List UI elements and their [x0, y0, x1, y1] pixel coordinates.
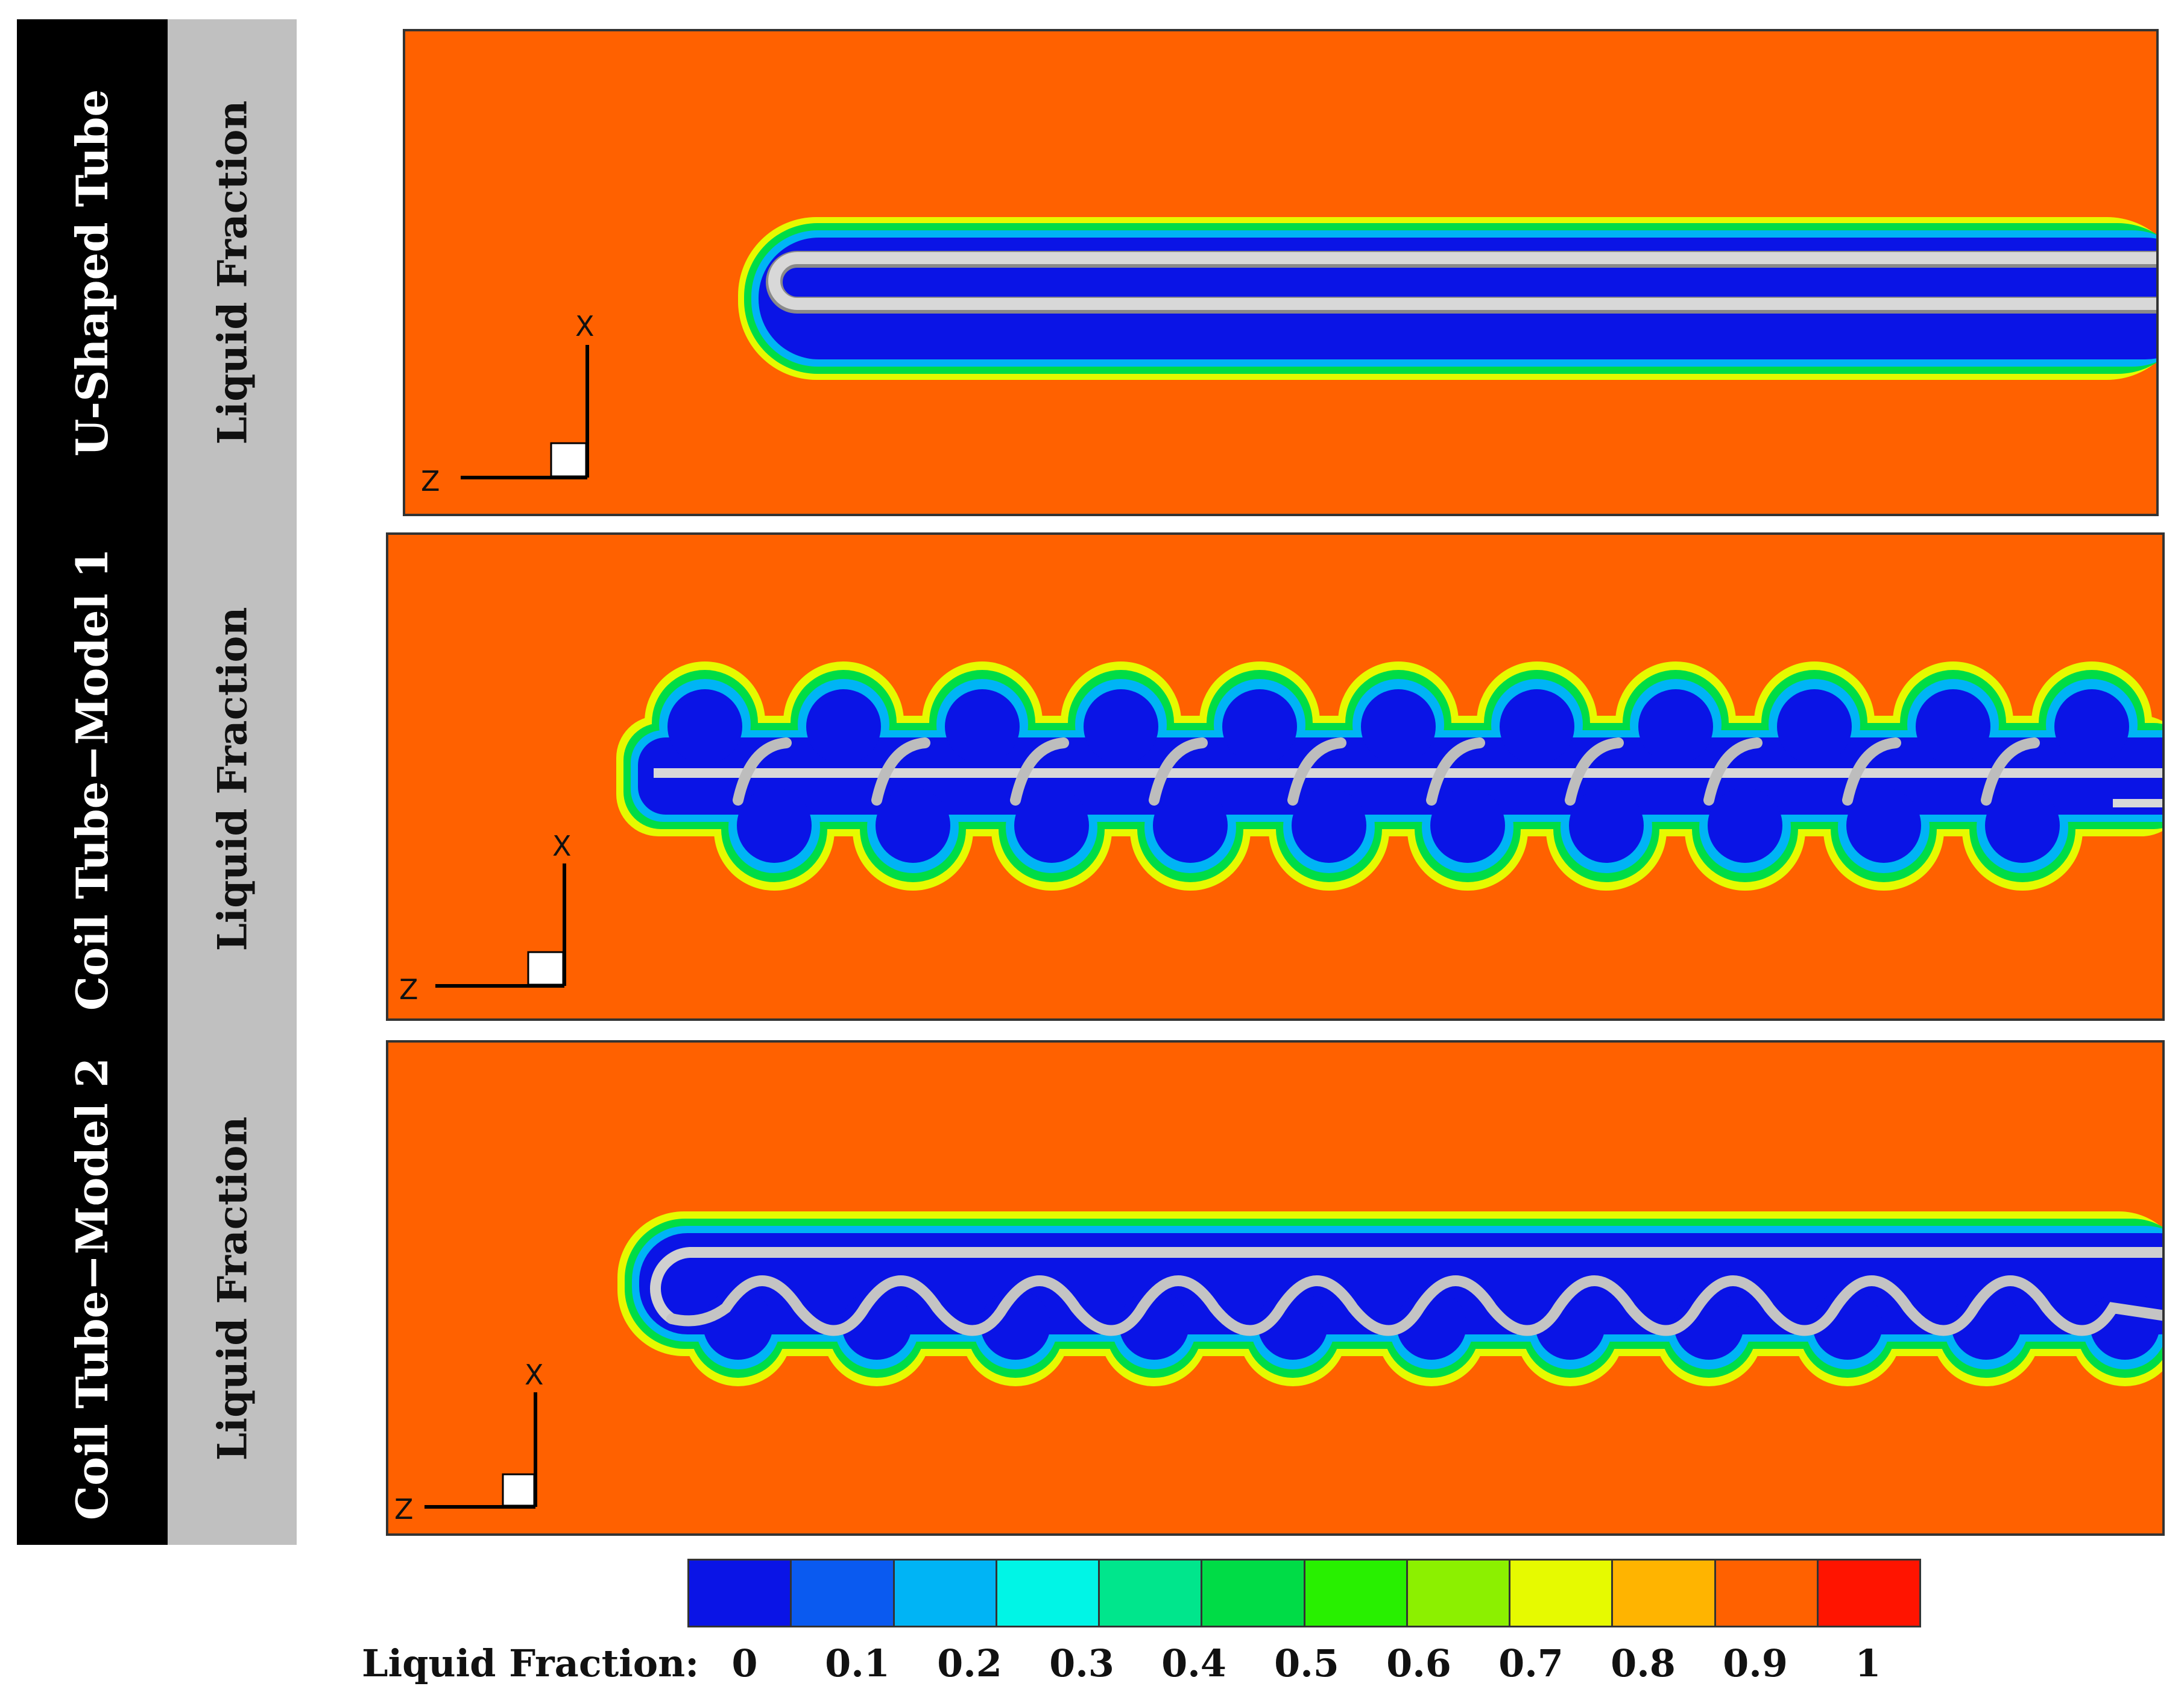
- colorbar-swatch: [689, 1561, 792, 1626]
- colorbar-swatch: [894, 1561, 997, 1626]
- contour-panel-u-shaped: X Z: [403, 29, 2159, 516]
- row-label-coil-model-1: Coil Tube−Model 1: [17, 526, 168, 1032]
- colorbar-swatch: [1613, 1561, 1716, 1626]
- property-text: Liquid Fraction: [209, 607, 256, 952]
- row-label-coil-model-2: Coil Tube−Model 2: [17, 1032, 168, 1545]
- axis-triad: X Z: [421, 310, 595, 497]
- colorbar-swatch: [1305, 1561, 1408, 1626]
- axis-x-label: X: [575, 310, 595, 342]
- colorbar-swatch: [792, 1561, 895, 1626]
- colorbar-swatch: [1407, 1561, 1510, 1626]
- row-name-text: Coil Tube−Model 1: [66, 548, 118, 1011]
- contour-panel-coil-model-2: X Z: [386, 1040, 2165, 1536]
- axis-triad: X Z: [394, 1359, 544, 1526]
- colorbar-tick: 0.4: [1161, 1641, 1226, 1685]
- contour-panel-coil-model-1: X Z: [386, 532, 2165, 1021]
- colorbar-tick: 0.9: [1723, 1641, 1788, 1685]
- colorbar-tick: 1: [1855, 1641, 1881, 1685]
- colorbar-tick: 0: [731, 1641, 758, 1685]
- property-label-2: Liquid Fraction: [168, 526, 297, 1032]
- return-tube: [650, 1247, 2162, 1324]
- axis-z-label: Z: [421, 465, 440, 497]
- property-label-1: Liquid Fraction: [168, 19, 297, 526]
- colorbar: [687, 1559, 1921, 1627]
- melt-envelope: [616, 661, 2162, 891]
- colorbar-swatch: [1100, 1561, 1203, 1626]
- axis-z-label: Z: [394, 1493, 414, 1526]
- u-tube: [768, 252, 2156, 310]
- colorbar-swatch: [1715, 1561, 1819, 1626]
- colorbar-tick: 0.5: [1274, 1641, 1339, 1685]
- colorbar-tick: 0.3: [1049, 1641, 1114, 1685]
- row-label-u-shaped: U-Shaped Tube: [17, 19, 168, 526]
- property-text: Liquid Fraction: [209, 1116, 256, 1461]
- colorbar-swatch: [1818, 1561, 1919, 1626]
- colorbar-labels: Liquid Fraction: 0 0.1 0.2 0.3 0.4 0.5 0…: [0, 1641, 2184, 1690]
- colorbar-swatch: [1202, 1561, 1305, 1626]
- axis-z-label: Z: [399, 973, 418, 1006]
- colorbar-swatch: [1510, 1561, 1614, 1626]
- coil-tube: [666, 1275, 2162, 1336]
- axis-x-label: X: [525, 1359, 544, 1391]
- colorbar-tick: 0.1: [825, 1641, 890, 1685]
- colorbar-tick: 0.2: [937, 1641, 1002, 1685]
- property-label-3: Liquid Fraction: [168, 1032, 297, 1545]
- colorbar-tick: 0.8: [1611, 1641, 1676, 1685]
- melt-envelope: [617, 1211, 2162, 1386]
- row-name-text: U-Shaped Tube: [66, 89, 118, 456]
- colorbar-swatch: [997, 1561, 1100, 1626]
- property-text: Liquid Fraction: [209, 100, 256, 445]
- row-name-strip: [17, 19, 168, 1545]
- colorbar-tick: 0.7: [1498, 1641, 1564, 1685]
- axis-triad: X Z: [399, 830, 572, 1006]
- property-strip: [168, 19, 297, 1545]
- row-name-text: Coil Tube−Model 2: [66, 1057, 118, 1520]
- colorbar-tick: 0.6: [1386, 1641, 1451, 1685]
- axis-x-label: X: [552, 830, 572, 862]
- coil-tube: [733, 737, 2040, 806]
- colorbar-title: Liquid Fraction:: [362, 1641, 699, 1685]
